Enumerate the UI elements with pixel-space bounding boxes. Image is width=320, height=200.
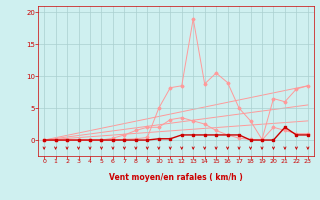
X-axis label: Vent moyen/en rafales ( km/h ): Vent moyen/en rafales ( km/h ) — [109, 173, 243, 182]
